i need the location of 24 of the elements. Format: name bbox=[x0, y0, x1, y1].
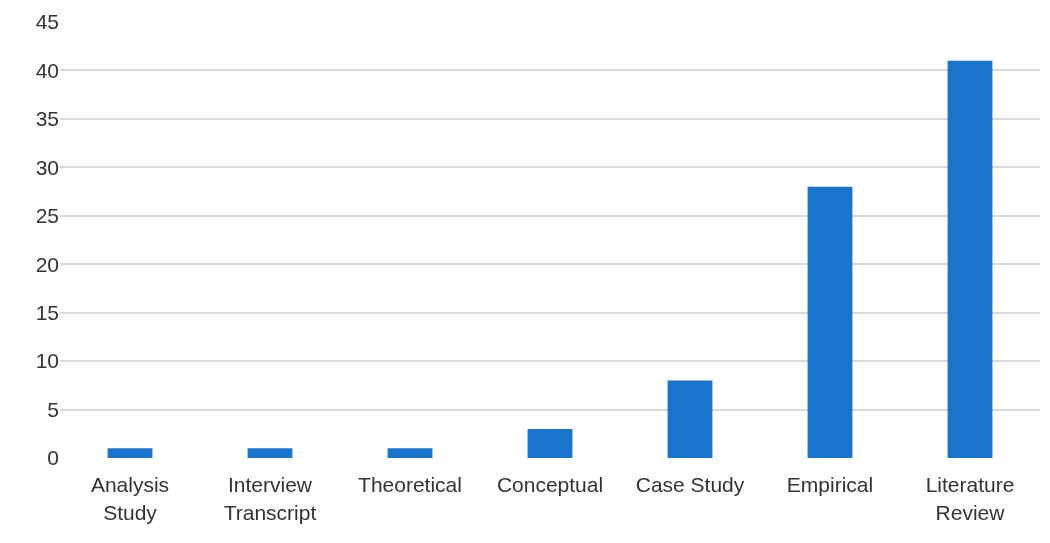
x-tick-label: Case Study bbox=[635, 473, 745, 497]
bar bbox=[527, 428, 573, 458]
y-tick-label: 5 bbox=[47, 397, 59, 421]
y-tick-label: 25 bbox=[35, 204, 59, 228]
y-tick-label: 0 bbox=[47, 446, 59, 470]
y-tick-label: 15 bbox=[35, 301, 59, 325]
y-tick-label: 45 bbox=[35, 10, 59, 34]
y-tick-label: 40 bbox=[35, 58, 59, 82]
bar bbox=[387, 448, 433, 458]
bar bbox=[107, 448, 153, 458]
x-tick-label: Interview Transcript bbox=[223, 473, 317, 524]
bar bbox=[807, 186, 853, 458]
y-tick-label: 10 bbox=[35, 349, 59, 373]
x-tick-label: Analysis Study bbox=[90, 473, 170, 524]
bar bbox=[247, 448, 293, 458]
y-tick-label: 35 bbox=[35, 107, 59, 131]
x-tick-label: Empirical bbox=[786, 473, 874, 497]
bar bbox=[667, 380, 713, 458]
x-tick-label: Theoretical bbox=[358, 473, 462, 497]
bar bbox=[947, 60, 993, 458]
x-tick-label: Literature Review bbox=[925, 473, 1015, 524]
y-tick-label: 30 bbox=[35, 155, 59, 179]
y-tick-label: 20 bbox=[35, 252, 59, 276]
x-tick-label: Conceptual bbox=[496, 473, 604, 497]
